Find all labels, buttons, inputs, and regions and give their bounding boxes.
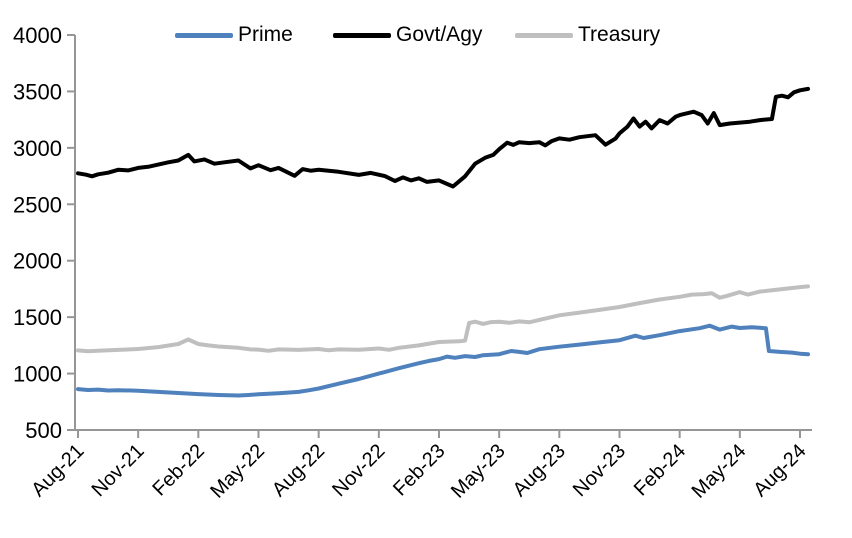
series-line-govt-agy bbox=[76, 86, 810, 189]
y-tick-label: 3500 bbox=[13, 79, 62, 104]
x-tick-label: Nov-22 bbox=[328, 440, 389, 501]
series-line-treasury bbox=[76, 284, 810, 354]
x-tick-label: Aug-24 bbox=[749, 440, 810, 501]
x-tick-label: Feb-22 bbox=[148, 440, 208, 500]
x-tick-label: May-23 bbox=[447, 440, 510, 503]
y-tick-label: 4000 bbox=[13, 23, 62, 48]
y-tick-label: 2500 bbox=[13, 192, 62, 217]
x-tick-label: Aug-23 bbox=[509, 440, 570, 501]
x-tick-label: May-22 bbox=[206, 440, 269, 503]
x-tick-label: Nov-21 bbox=[88, 440, 149, 501]
y-tick-label: 1500 bbox=[13, 305, 62, 330]
series-line-prime bbox=[76, 323, 810, 398]
x-tick-label: Nov-23 bbox=[569, 440, 630, 501]
y-tick-label: 500 bbox=[25, 418, 62, 443]
x-tick-label: Aug-22 bbox=[268, 440, 329, 501]
y-tick-label: 2000 bbox=[13, 249, 62, 274]
x-tick-label: May-24 bbox=[688, 440, 751, 503]
y-tick-label: 3000 bbox=[13, 136, 62, 161]
x-tick-label: Aug-21 bbox=[27, 440, 88, 501]
x-tick-label: Feb-24 bbox=[630, 440, 690, 500]
y-tick-label: 1000 bbox=[13, 362, 62, 387]
x-tick-label: Feb-23 bbox=[389, 440, 449, 500]
